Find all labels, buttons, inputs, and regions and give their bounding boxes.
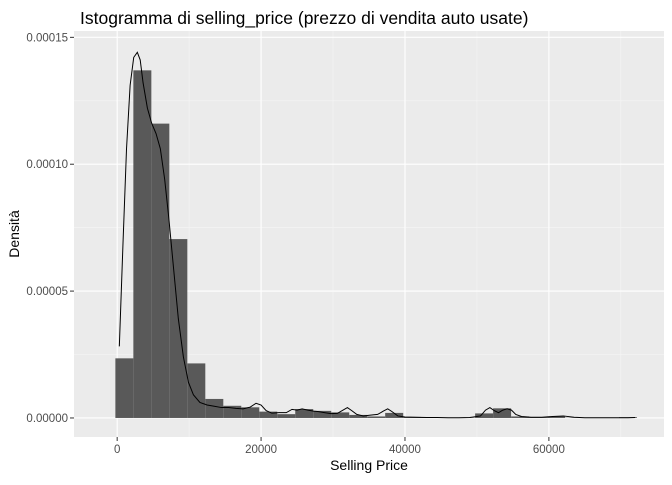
y-axis-label: Densità bbox=[6, 210, 22, 258]
histogram-bar bbox=[205, 399, 223, 418]
y-axis-tick-label: 0.00010 bbox=[26, 159, 68, 171]
histogram-bar bbox=[169, 239, 187, 418]
histogram-bar bbox=[151, 124, 169, 418]
x-axis-tick-label: 60000 bbox=[533, 444, 565, 456]
x-axis-tick-label: 20000 bbox=[245, 444, 277, 456]
y-axis-tick-label: 0.00000 bbox=[26, 413, 68, 425]
x-axis: 0 20000 40000 60000 bbox=[114, 437, 565, 456]
histogram-bar bbox=[277, 414, 295, 418]
histogram-bar bbox=[475, 413, 493, 418]
y-axis-tick-label: 0.00005 bbox=[26, 286, 68, 298]
x-axis-tick-label: 0 bbox=[114, 444, 120, 456]
histogram-bar bbox=[115, 358, 133, 418]
chart-title: Istogramma di selling_price (prezzo di v… bbox=[80, 8, 528, 29]
x-axis-label: Selling Price bbox=[330, 457, 408, 473]
x-axis-tick-label: 40000 bbox=[389, 444, 421, 456]
histogram-bar bbox=[187, 363, 205, 418]
histogram-bar bbox=[133, 70, 151, 418]
histogram-bar bbox=[493, 408, 511, 418]
y-axis-tick-label: 0.00015 bbox=[26, 32, 68, 44]
y-axis: 0.00000 0.00005 0.00010 0.00015 bbox=[26, 32, 74, 425]
histogram-bar bbox=[367, 416, 385, 418]
